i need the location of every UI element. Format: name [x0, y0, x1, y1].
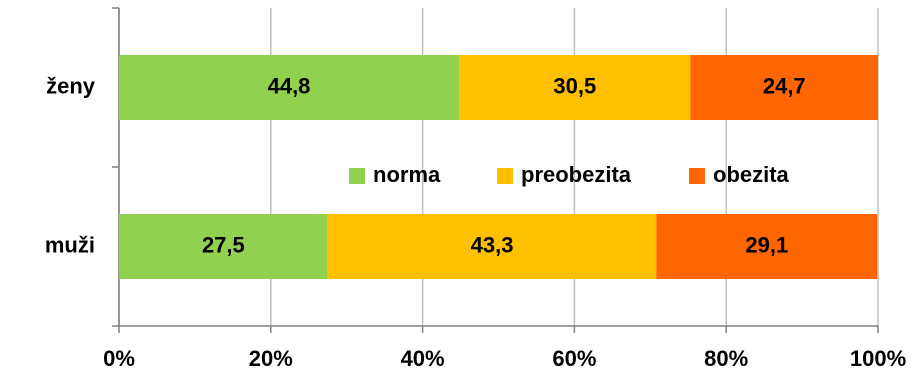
bar-segment — [459, 55, 691, 120]
x-tick-label: 100% — [850, 346, 906, 371]
category-label: muži — [45, 232, 95, 257]
bar-segment — [690, 55, 878, 120]
bar-segment — [119, 214, 328, 279]
bar-segment — [656, 214, 878, 279]
value-label: 27,5 — [202, 232, 245, 257]
x-tick-label: 0% — [103, 346, 135, 371]
value-label: 43,3 — [471, 232, 514, 257]
category-label: ženy — [46, 73, 96, 98]
x-tick-label: 60% — [552, 346, 596, 371]
bar-segment — [327, 214, 657, 279]
value-label: 29,1 — [745, 232, 788, 257]
legend-label: preobezita — [521, 162, 632, 187]
legend-label: obezita — [713, 162, 790, 187]
legend-marker — [689, 168, 705, 184]
value-label: 44,8 — [268, 73, 311, 98]
legend-marker — [497, 168, 513, 184]
legend-marker — [349, 168, 365, 184]
x-tick-label: 20% — [249, 346, 293, 371]
value-label: 30,5 — [553, 73, 596, 98]
legend-label: norma — [373, 162, 441, 187]
x-tick-label: 80% — [704, 346, 748, 371]
bar-segment — [119, 55, 460, 120]
x-tick-label: 40% — [401, 346, 445, 371]
value-label: 24,7 — [763, 73, 806, 98]
